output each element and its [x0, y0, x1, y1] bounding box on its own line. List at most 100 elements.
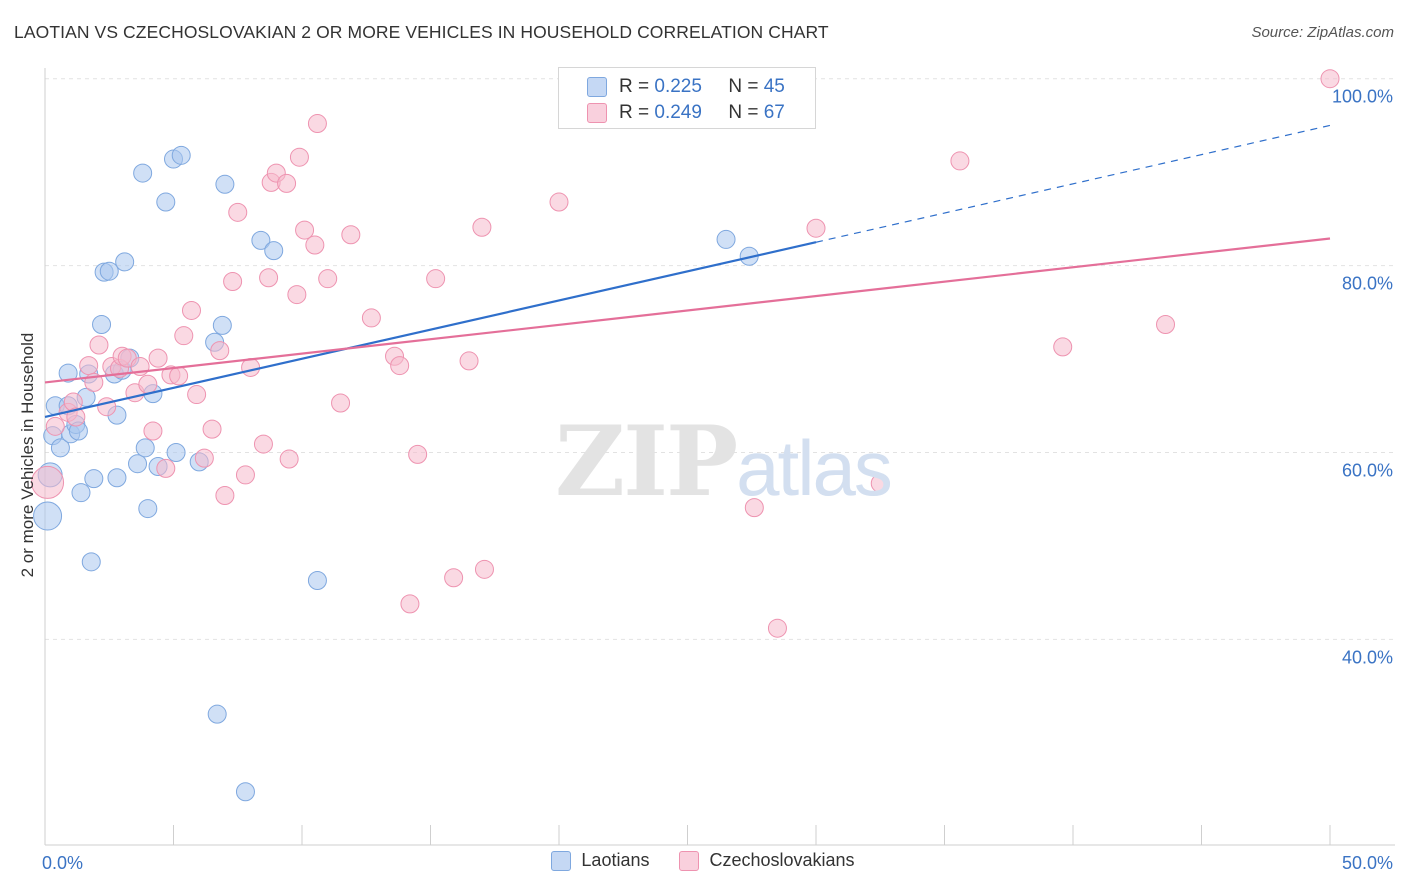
czechoslovakian-point	[97, 397, 117, 417]
laotian-point	[212, 315, 232, 335]
czechoslovakian-point	[950, 151, 970, 171]
czechoslovakian-point	[361, 308, 381, 328]
laotian-point	[156, 192, 176, 212]
chart-title: LAOTIAN VS CZECHOSLOVAKIAN 2 OR MORE VEH…	[14, 22, 829, 42]
czechoslovakian-point	[194, 448, 214, 468]
czechoslovakian-point	[390, 356, 410, 376]
czechoslovakian-point	[187, 385, 207, 405]
czechoslovakian-point	[287, 285, 307, 305]
czechoslovakians-swatch	[587, 103, 607, 123]
laotians-legend-swatch	[551, 850, 572, 871]
czechoslovakian-point	[223, 271, 243, 291]
x-tick-label: 0.0%	[42, 853, 83, 873]
czechoslovakian-point	[174, 326, 194, 346]
laotians-swatch	[587, 77, 607, 97]
laotian-point	[107, 468, 127, 488]
laotian-point	[81, 552, 101, 572]
czechoslovakian-trend-line	[44, 237, 1331, 384]
czechoslovakian-point	[210, 341, 230, 361]
laotian-point	[128, 454, 148, 474]
laotian-point	[235, 782, 255, 802]
laotian-point	[171, 145, 191, 165]
czechoslovakian-point	[45, 416, 65, 436]
czechoslovakian-point	[89, 335, 109, 355]
laotian-point	[71, 483, 91, 503]
laotian-point	[166, 443, 186, 462]
source-credit: Source: ZipAtlas.com	[1251, 24, 1394, 41]
czechoslovakian-point	[1320, 69, 1340, 89]
n-label: N =	[728, 102, 759, 123]
laotian-point	[251, 230, 271, 250]
czechoslovakian-point	[289, 147, 309, 167]
czechoslovakian-point	[341, 225, 361, 245]
x-tick-label: 50.0%	[1342, 853, 1393, 873]
legend-label-laotians: Laotians	[581, 850, 650, 870]
watermark: ZIPatlas	[555, 405, 893, 518]
laotian-trend-line	[44, 241, 817, 419]
czechoslovakian-point	[744, 498, 764, 518]
y-axis-label: 2 or more Vehicles in Household	[18, 332, 37, 578]
czechoslovakian-point	[228, 202, 248, 222]
czechoslovakian-point	[767, 618, 787, 638]
czechoslovakian-point	[202, 419, 222, 439]
legend-item-laotians[interactable]: Laotians	[551, 850, 649, 871]
czechoslovakian-point	[1156, 314, 1176, 334]
y-tick-label: 100.0%	[1332, 87, 1393, 107]
czechoslovakian-point	[331, 393, 351, 413]
czechoslovakian-point	[472, 217, 492, 237]
czechoslovakian-point	[444, 568, 464, 588]
laotian-point	[215, 174, 235, 194]
czechoslovakian-point	[870, 473, 890, 493]
n-value: 67	[763, 102, 785, 123]
laotian-trend-extension	[815, 124, 1331, 243]
czechoslovakian-point	[806, 218, 826, 238]
czechoslovakian-point	[169, 366, 189, 386]
laotian-point	[58, 363, 78, 383]
r-value: 0.249	[654, 102, 702, 123]
laotian-point	[99, 261, 119, 281]
y-tick-label: 80.0%	[1342, 274, 1393, 294]
czechoslovakian-point	[31, 465, 65, 499]
y-tick-label: 60.0%	[1342, 461, 1393, 481]
laotian-point	[138, 499, 158, 519]
czechoslovakian-point	[253, 434, 273, 454]
czechoslovakian-point	[549, 192, 569, 212]
czechoslovakian-point	[1053, 337, 1073, 357]
watermark-atlas: atlas	[736, 424, 893, 512]
laotian-point	[716, 229, 736, 249]
laotian-point	[135, 438, 155, 458]
laotian-point	[133, 163, 153, 183]
laotian-point	[50, 438, 70, 458]
czechoslovakian-point	[66, 407, 86, 427]
n-value: 45	[763, 76, 785, 97]
watermark-zip: ZIP	[555, 405, 738, 518]
czechoslovakian-point	[307, 114, 327, 134]
czechoslovakian-point	[426, 269, 446, 289]
czechoslovakian-point	[235, 465, 255, 485]
y-tick-label: 40.0%	[1342, 647, 1393, 667]
czechoslovakian-point	[79, 356, 99, 376]
czechoslovakian-point	[215, 485, 235, 505]
czechoslovakian-point	[318, 269, 338, 289]
czechoslovakians-legend-swatch	[679, 850, 700, 871]
laotian-point	[33, 501, 63, 531]
czechoslovakian-point	[138, 374, 158, 394]
laotian-point	[115, 252, 135, 272]
czechoslovakian-point	[474, 559, 494, 579]
czechoslovakian-point	[148, 348, 168, 368]
czechoslovakian-point	[408, 444, 428, 464]
czechoslovakian-point	[279, 449, 299, 469]
czechoslovakian-point	[295, 220, 315, 240]
legend-label-czechoslovakians: Czechoslovakians	[709, 850, 855, 870]
r-label: R =	[619, 76, 650, 97]
r-label: R =	[619, 102, 650, 123]
correlation-legend: R = 0.225 N = 45 R = 0.249 N = 67	[558, 67, 816, 129]
laotian-point	[264, 241, 284, 261]
czechoslovakian-point	[459, 351, 479, 371]
czechoslovakian-point	[143, 421, 163, 441]
czechoslovakian-point	[156, 458, 176, 478]
legend-item-czechoslovakians[interactable]: Czechoslovakians	[679, 850, 855, 871]
laotian-point	[92, 314, 112, 334]
r-value: 0.225	[654, 76, 702, 97]
n-label: N =	[728, 76, 759, 97]
